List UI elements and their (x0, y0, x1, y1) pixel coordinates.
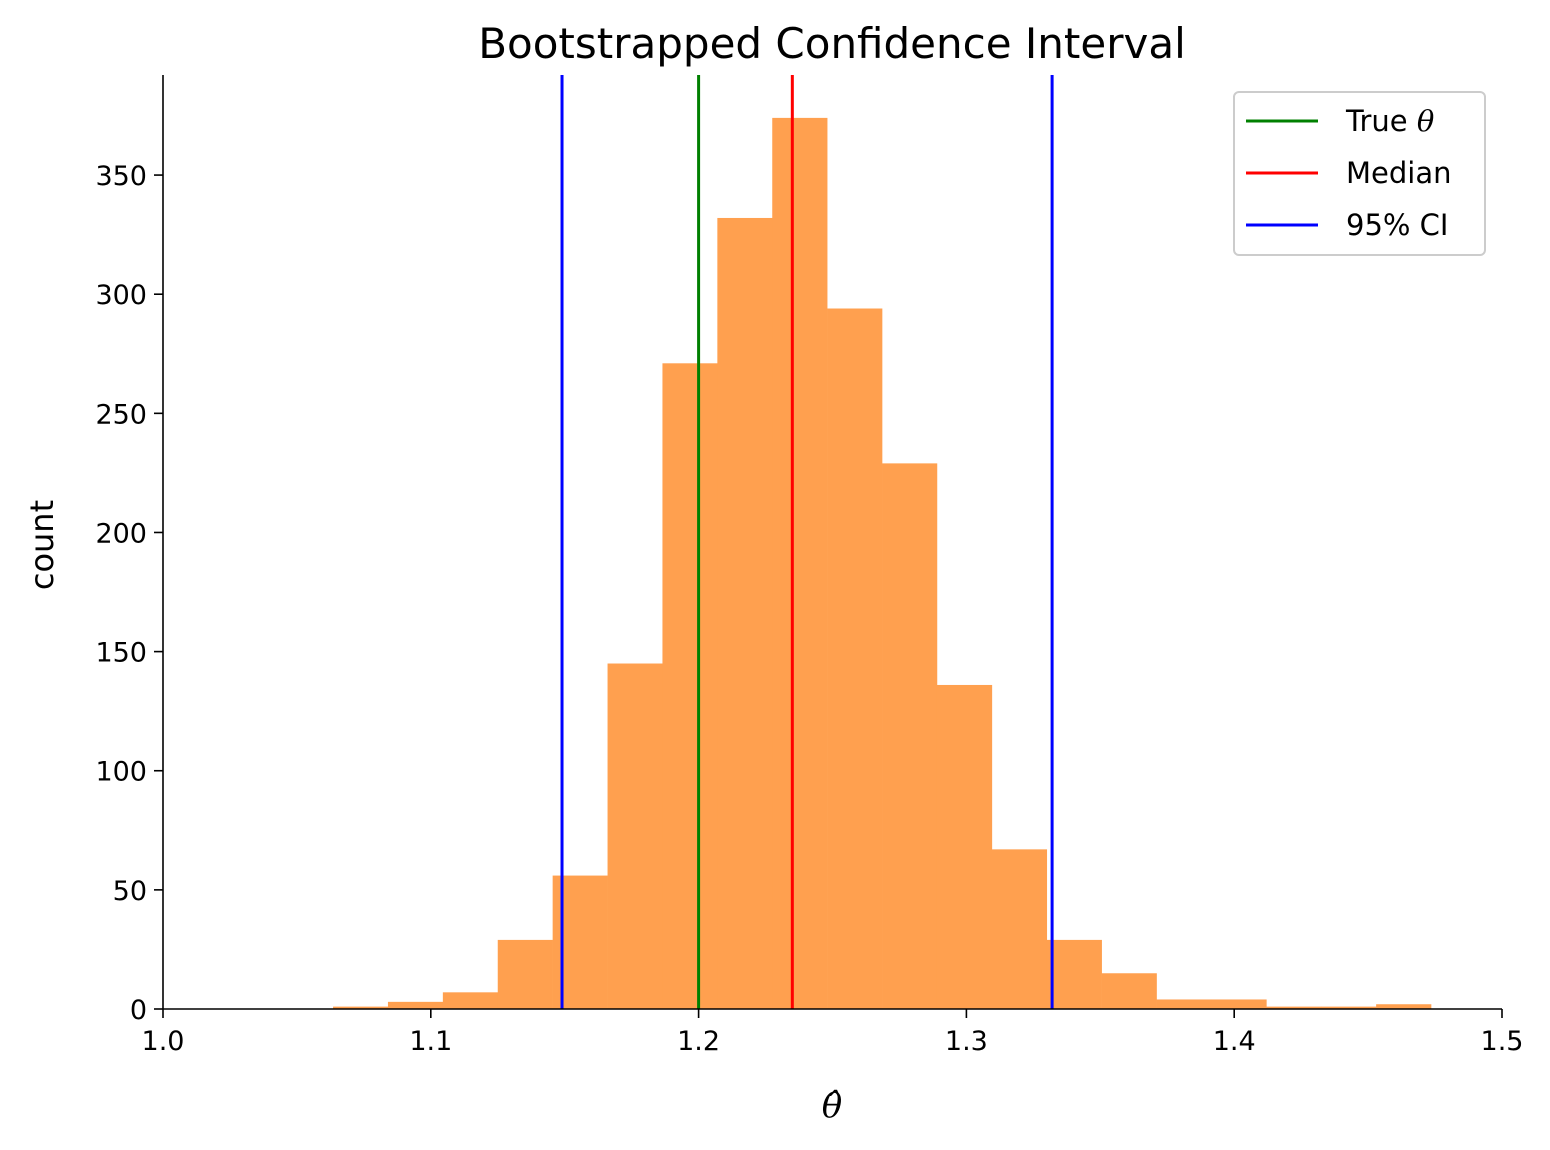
histogram-bar-15 (1156, 999, 1212, 1009)
y-tick-label: 300 (95, 280, 147, 311)
x-tick-label: 1.1 (409, 1026, 452, 1057)
x-tick-label: 1.2 (677, 1026, 720, 1057)
histogram-bar-17 (1266, 1006, 1322, 1009)
histogram-bar-11 (936, 684, 993, 1009)
histogram-bar-14 (1101, 973, 1157, 1009)
x-tick-label: 1.5 (1481, 1026, 1524, 1057)
x-tick-label: 1.4 (1213, 1026, 1256, 1057)
histogram-bar-1 (387, 1001, 444, 1009)
y-tick-label: 150 (95, 638, 147, 669)
y-tick-label: 250 (95, 399, 147, 430)
bars-group (333, 117, 1432, 1010)
histogram-bar-16 (1211, 999, 1267, 1009)
histogram-bar-18 (1321, 1006, 1377, 1009)
x-axis-label: θ̂ (822, 1086, 842, 1126)
histogram-bar-3 (497, 939, 553, 1009)
y-axis-label: count (23, 500, 61, 590)
y-tick-label: 200 (95, 518, 147, 549)
legend-label: True θ (1345, 104, 1434, 138)
histogram-bar-6 (662, 363, 718, 1009)
y-tick-label: 350 (95, 161, 147, 192)
legend-label: 95% CI (1346, 208, 1448, 242)
histogram-bar-8 (772, 117, 828, 1009)
histogram-bar-7 (717, 217, 773, 1010)
legend-box (1233, 91, 1486, 256)
x-tick-label: 1.3 (945, 1026, 988, 1057)
histogram-bar-12 (991, 849, 1048, 1009)
legend-label: Median (1346, 156, 1451, 190)
x-tick-label: 1.0 (142, 1026, 185, 1057)
legend: True θ Median 95% CI (1233, 91, 1486, 256)
y-tick-label: 100 (95, 757, 147, 788)
histogram-bar-19 (1376, 1004, 1432, 1009)
y-tick-label: 0 (130, 995, 147, 1026)
histogram-bar-5 (607, 663, 663, 1009)
histogram-bar-10 (882, 463, 938, 1009)
histogram-bar-2 (442, 992, 499, 1009)
histogram-bar-9 (827, 308, 883, 1009)
axes-group: 1.0 1.1 1.2 1.3 1.4 1.5 0 50 100 150 200 250 300 350 (95, 75, 1523, 1057)
y-tick-label: 50 (113, 876, 147, 907)
chart-title: Bootstrapped Confidence Interval (478, 19, 1186, 68)
histogram-bar-13 (1046, 939, 1102, 1009)
histogram-bar-0 (333, 1006, 389, 1009)
vlines-group (560, 75, 1054, 1009)
